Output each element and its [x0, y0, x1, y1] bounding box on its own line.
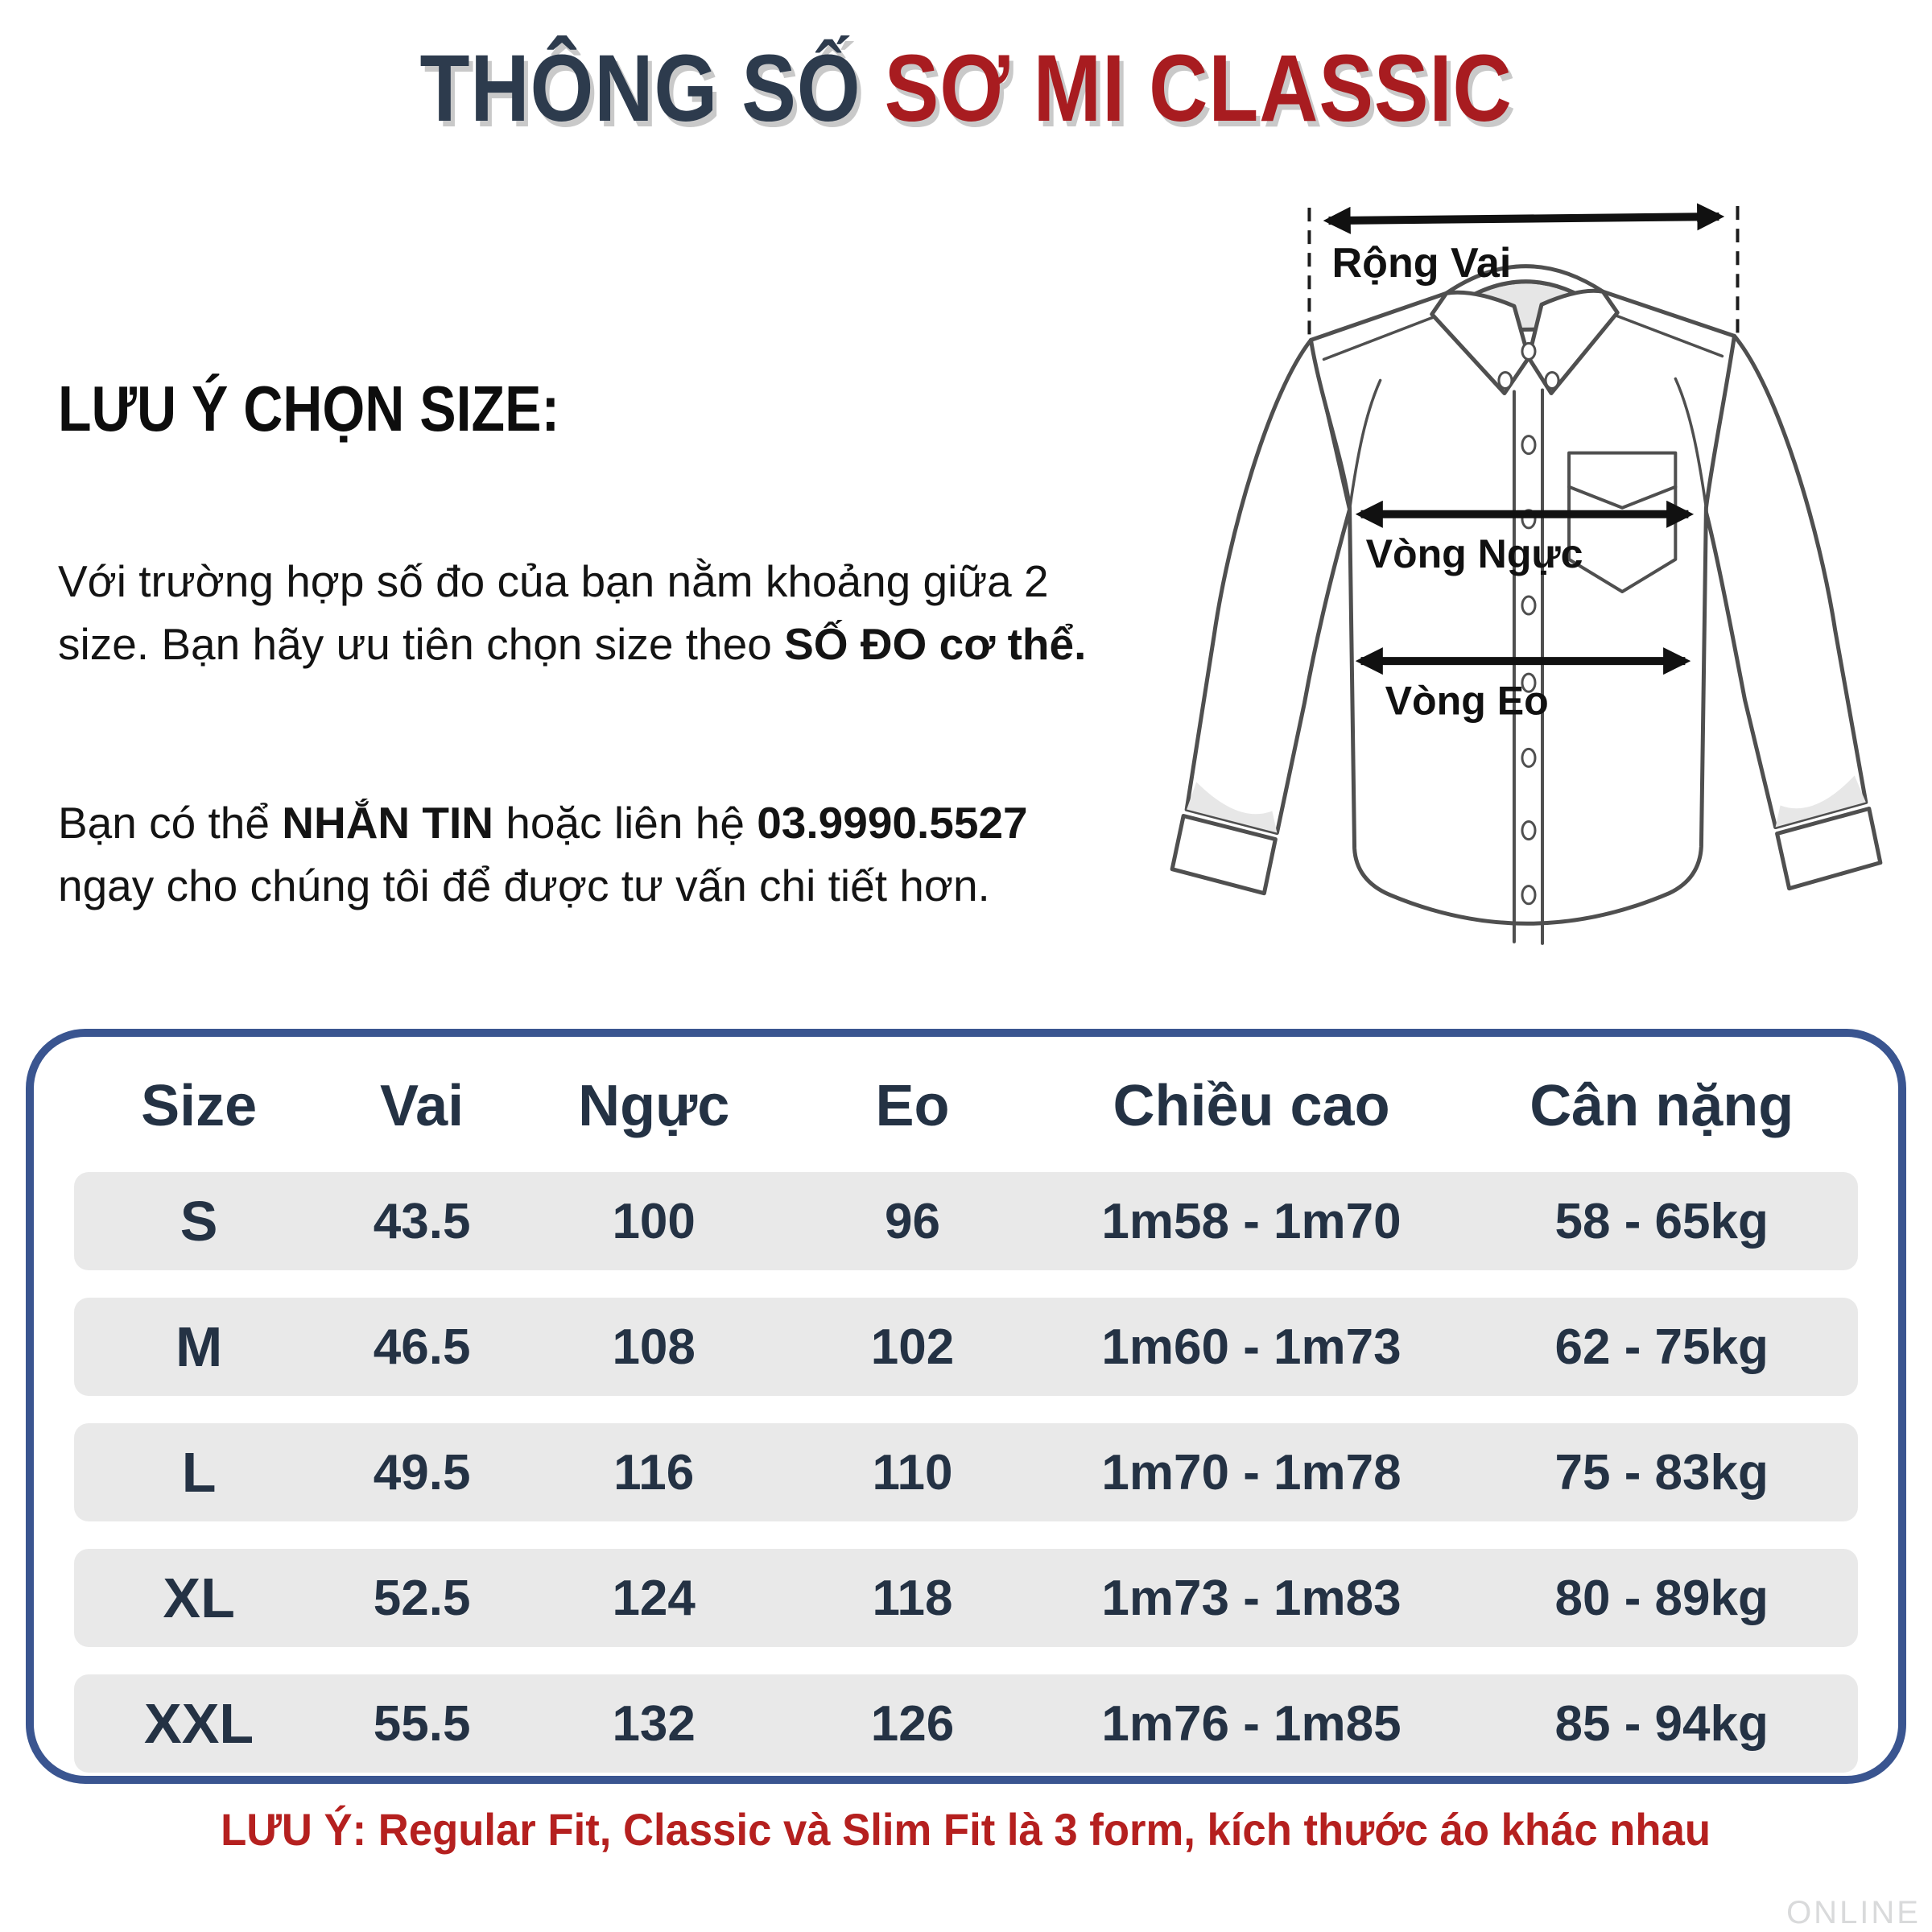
paragraph-text: size. Bạn hãy ưu tiên chọn size theo	[58, 619, 785, 669]
paragraph-bold-text: SỐ ĐO cơ thể.	[784, 619, 1087, 669]
value-cell: 49.5	[373, 1444, 471, 1501]
column-header: Eo	[875, 1074, 950, 1138]
page-title-part-navy: THÔNG SỐ	[419, 35, 885, 142]
value-cell: 1m73 - 1m83	[1101, 1570, 1402, 1626]
value-cell: 62 - 75kg	[1554, 1319, 1769, 1375]
phone-number: 03.9990.5527	[757, 798, 1028, 848]
paragraph-line: Bạn có thể NHẮN TIN hoặc liên hệ 03.9990…	[58, 791, 1185, 854]
paragraph-text: Bạn có thể	[58, 798, 283, 848]
table-body: S 43.5 100 96 1m58 - 1m70 58 - 65kg M 46.5 108 10…	[74, 1172, 1858, 1773]
column-header: Chiều cao	[1113, 1074, 1390, 1138]
shirt-outline	[1170, 264, 1883, 945]
value-cell: 1m60 - 1m73	[1101, 1319, 1402, 1375]
fit-warning-note: LƯU Ý: Regular Fit, Classic và Slim Fit …	[0, 1803, 1932, 1856]
value-cell: 1m58 - 1m70	[1101, 1193, 1402, 1249]
value-cell: 100	[612, 1193, 696, 1249]
value-cell: 110	[872, 1444, 953, 1501]
value-cell: 1m76 - 1m85	[1101, 1695, 1402, 1752]
value-cell: 52.5	[373, 1570, 471, 1626]
value-cell: 43.5	[373, 1193, 471, 1249]
table-row: M 46.5 108 102 1m60 - 1m73 62 - 75kg	[74, 1298, 1858, 1396]
shoulder-width-arrow	[1323, 203, 1725, 234]
value-cell: 46.5	[373, 1319, 471, 1375]
size-note-paragraph-1: Với trường hợp số đo của bạn nằm khoảng …	[58, 550, 1185, 675]
table-row: L 49.5 116 110 1m70 - 1m78 75 - 83kg	[74, 1423, 1858, 1521]
value-cell: 96	[885, 1193, 940, 1249]
value-cell: 124	[612, 1570, 696, 1626]
size-cell: M	[175, 1315, 223, 1378]
chest-label: Vòng Ngực	[1366, 531, 1583, 576]
watermark-online: ONLINE	[1786, 1895, 1921, 1930]
table-header-row: Size Vai Ngực Eo Chiều cao Cân nặng	[74, 1067, 1858, 1145]
column-header: Size	[141, 1074, 258, 1138]
paragraph-text: hoặc liên hệ	[493, 798, 758, 848]
value-cell: 55.5	[373, 1695, 471, 1752]
value-cell: 58 - 65kg	[1554, 1193, 1769, 1249]
size-cell: S	[180, 1190, 218, 1253]
paragraph-line: Với trường hợp số đo của bạn nằm khoảng …	[58, 556, 1049, 606]
measurement-annotations: Rộng Vai Vòng Ngực Vòng Eo	[1323, 203, 1725, 723]
table-row: S 43.5 100 96 1m58 - 1m70 58 - 65kg	[74, 1172, 1858, 1270]
paragraph-line: size. Bạn hãy ưu tiên chọn size theo SỐ …	[58, 613, 1185, 675]
waist-label: Vòng Eo	[1385, 678, 1549, 723]
value-cell: 85 - 94kg	[1554, 1695, 1769, 1752]
value-cell: 116	[613, 1444, 695, 1501]
size-cell: L	[181, 1441, 217, 1504]
shoulder-width-label: Rộng Vai	[1332, 240, 1512, 287]
table-row: XXL 55.5 132 126 1m76 - 1m85 85 - 94kg	[74, 1674, 1858, 1773]
column-header: Cân nặng	[1530, 1074, 1794, 1138]
size-note-heading: LƯU Ý CHỌN SIZE:	[58, 373, 560, 444]
size-cell: XXL	[144, 1692, 254, 1755]
column-header: Vai	[380, 1074, 464, 1138]
size-cell: XL	[163, 1567, 235, 1629]
size-note-paragraph-2: Bạn có thể NHẮN TIN hoặc liên hệ 03.9990…	[58, 791, 1185, 917]
paragraph-line: ngay cho chúng tôi để được tư vấn chi ti…	[58, 861, 990, 910]
value-cell: 1m70 - 1m78	[1101, 1444, 1402, 1501]
column-header: Ngực	[578, 1074, 730, 1138]
shirt-illustration: Rộng Vai Vòng Ngực Vòng Eo	[1170, 203, 1883, 945]
shirt-measurement-diagram: Rộng Vai Vòng Ngực Vòng Eo	[1150, 187, 1924, 1018]
value-cell: 118	[872, 1570, 953, 1626]
value-cell: 132	[612, 1695, 696, 1752]
value-cell: 126	[870, 1695, 955, 1752]
value-cell: 75 - 83kg	[1554, 1444, 1769, 1501]
table-row: XL 52.5 124 118 1m73 - 1m83 80 - 89kg	[74, 1549, 1858, 1647]
value-cell: 108	[612, 1319, 696, 1375]
page-title: THÔNG SỐ SƠ MI CLASSIC	[0, 34, 1932, 143]
size-table: Size Vai Ngực Eo Chiều cao Cân nặng S 43.5 100 9…	[26, 1029, 1906, 1784]
value-cell: 102	[870, 1319, 955, 1375]
page-title-part-red: SƠ MI CLASSIC	[884, 35, 1513, 142]
paragraph-bold-text: NHẮN TIN	[282, 798, 494, 848]
fit-warning-text: LƯU Ý: Regular Fit, Classic và Slim Fit …	[221, 1804, 1711, 1855]
value-cell: 80 - 89kg	[1554, 1570, 1769, 1626]
